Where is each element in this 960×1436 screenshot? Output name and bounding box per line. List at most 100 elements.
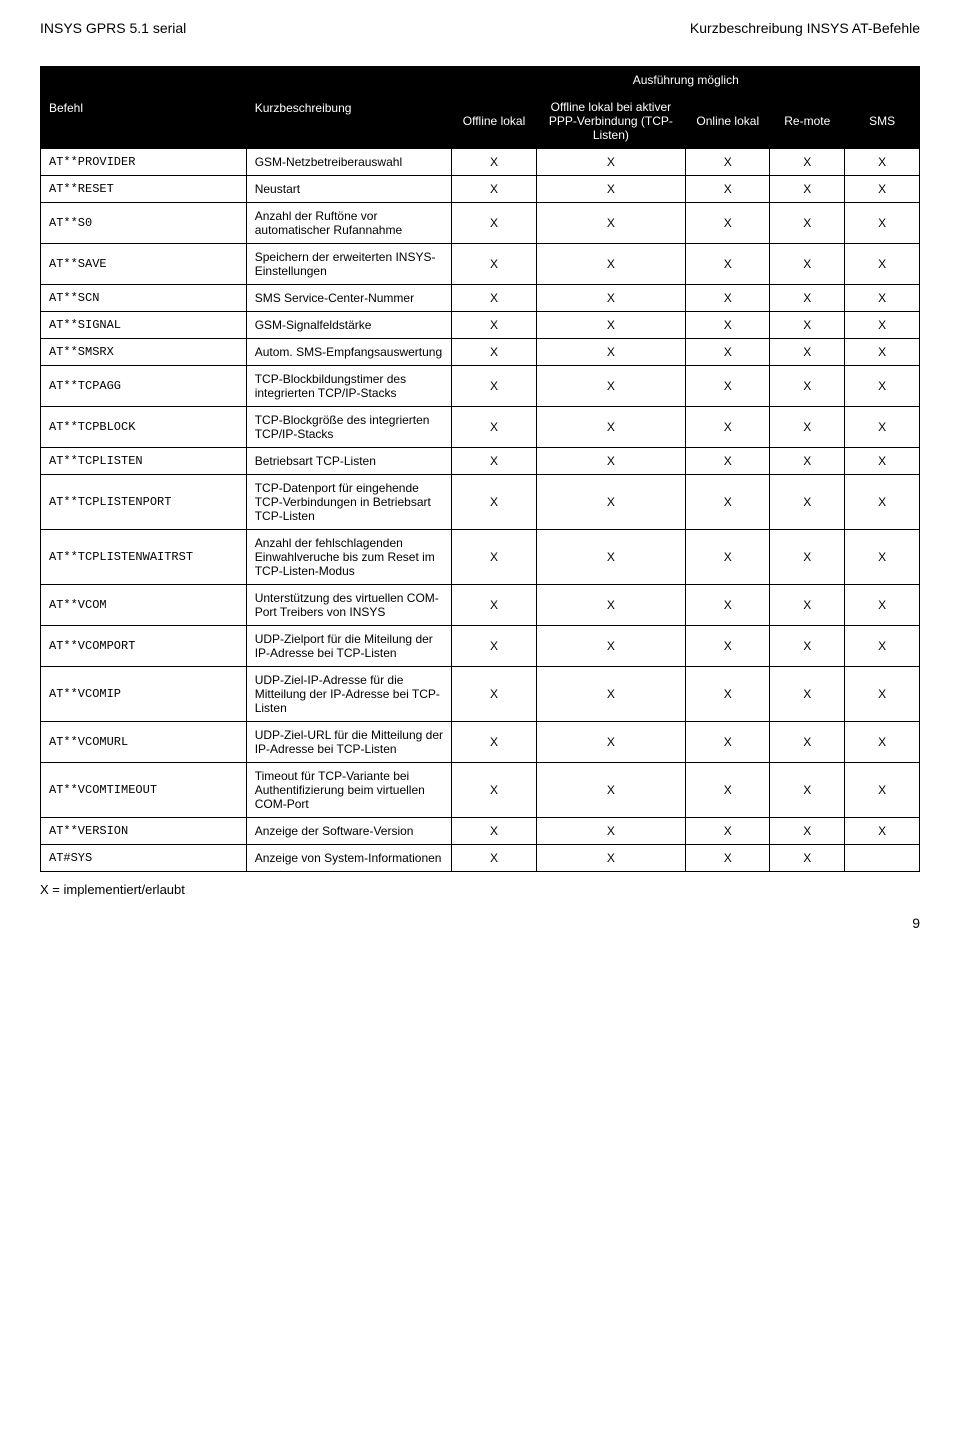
cell-flag: X: [845, 722, 920, 763]
cell-command: AT**VERSION: [41, 818, 247, 845]
table-row: AT**SAVESpeichern der erweiterten INSYS-…: [41, 244, 920, 285]
cell-flag: X: [536, 626, 686, 667]
table-row: AT**VCOMPORTUDP-Zielport für die Miteilu…: [41, 626, 920, 667]
cell-flag: X: [845, 203, 920, 244]
table-row: AT**PROVIDERGSM-NetzbetreiberauswahlXXXX…: [41, 149, 920, 176]
cell-flag: X: [452, 845, 536, 872]
cell-flag: X: [536, 244, 686, 285]
cell-flag: X: [452, 818, 536, 845]
cell-flag: X: [770, 845, 845, 872]
cell-description: Anzahl der fehlschlagenden Einwahlveruch…: [246, 530, 452, 585]
cell-flag: X: [770, 149, 845, 176]
cell-flag: [845, 845, 920, 872]
table-row: AT**SCNSMS Service-Center-NummerXXXXX: [41, 285, 920, 312]
cell-description: GSM-Signalfeldstärke: [246, 312, 452, 339]
cell-command: AT**VCOMTIMEOUT: [41, 763, 247, 818]
th-befehl: Befehl: [41, 67, 247, 149]
table-body: AT**PROVIDERGSM-NetzbetreiberauswahlXXXX…: [41, 149, 920, 872]
cell-flag: X: [536, 845, 686, 872]
cell-flag: X: [536, 366, 686, 407]
cell-flag: X: [770, 818, 845, 845]
cell-flag: X: [770, 530, 845, 585]
cell-flag: X: [452, 585, 536, 626]
cell-flag: X: [452, 667, 536, 722]
cell-flag: X: [770, 722, 845, 763]
table-row: AT**TCPAGGTCP-Blockbildungstimer des int…: [41, 366, 920, 407]
cell-flag: X: [686, 285, 770, 312]
cell-flag: X: [452, 448, 536, 475]
cell-flag: X: [845, 585, 920, 626]
cell-flag: X: [686, 149, 770, 176]
cell-flag: X: [686, 339, 770, 366]
cell-command: AT**RESET: [41, 176, 247, 203]
cell-flag: X: [686, 203, 770, 244]
table-row: AT**VCOMURLUDP-Ziel-URL für die Mitteilu…: [41, 722, 920, 763]
cell-command: AT**VCOM: [41, 585, 247, 626]
cell-flag: X: [770, 585, 845, 626]
cell-flag: X: [536, 818, 686, 845]
cell-flag: X: [770, 203, 845, 244]
cell-flag: X: [845, 448, 920, 475]
cell-flag: X: [452, 176, 536, 203]
cell-flag: X: [536, 285, 686, 312]
cell-command: AT**TCPLISTENPORT: [41, 475, 247, 530]
cell-flag: X: [845, 818, 920, 845]
cell-flag: X: [686, 667, 770, 722]
cell-flag: X: [686, 366, 770, 407]
commands-table: Befehl Kurzbeschreibung Ausführung mögli…: [40, 66, 920, 872]
cell-flag: X: [770, 176, 845, 203]
th-online-lokal: Online lokal: [686, 94, 770, 149]
cell-command: AT**SCN: [41, 285, 247, 312]
table-row: AT**VCOMUnterstützung des virtuellen COM…: [41, 585, 920, 626]
cell-flag: X: [686, 475, 770, 530]
cell-flag: X: [536, 312, 686, 339]
table-row: AT**SMSRXAutom. SMS-EmpfangsauswertungXX…: [41, 339, 920, 366]
cell-command: AT**TCPLISTENWAITRST: [41, 530, 247, 585]
cell-command: AT**SIGNAL: [41, 312, 247, 339]
cell-flag: X: [452, 722, 536, 763]
cell-flag: X: [452, 339, 536, 366]
table-row: AT#SYSAnzeige von System-InformationenXX…: [41, 845, 920, 872]
cell-description: SMS Service-Center-Nummer: [246, 285, 452, 312]
cell-command: AT**SAVE: [41, 244, 247, 285]
cell-command: AT**S0: [41, 203, 247, 244]
cell-flag: X: [686, 585, 770, 626]
cell-flag: X: [452, 530, 536, 585]
cell-flag: X: [686, 763, 770, 818]
cell-command: AT**TCPAGG: [41, 366, 247, 407]
table-row: AT**VCOMIPUDP-Ziel-IP-Adresse für die Mi…: [41, 667, 920, 722]
cell-flag: X: [770, 626, 845, 667]
cell-flag: X: [536, 149, 686, 176]
cell-flag: X: [686, 845, 770, 872]
th-super: Ausführung möglich: [452, 67, 920, 94]
cell-flag: X: [686, 530, 770, 585]
cell-command: AT**SMSRX: [41, 339, 247, 366]
cell-flag: X: [770, 407, 845, 448]
cell-flag: X: [536, 407, 686, 448]
cell-flag: X: [686, 722, 770, 763]
cell-flag: X: [845, 339, 920, 366]
cell-description: Unterstützung des virtuellen COM-Port Tr…: [246, 585, 452, 626]
table-row: AT**VERSIONAnzeige der Software-VersionX…: [41, 818, 920, 845]
cell-command: AT**VCOMURL: [41, 722, 247, 763]
cell-flag: X: [452, 244, 536, 285]
cell-flag: X: [845, 244, 920, 285]
cell-flag: X: [686, 448, 770, 475]
cell-flag: X: [536, 339, 686, 366]
cell-flag: X: [452, 407, 536, 448]
cell-flag: X: [536, 176, 686, 203]
cell-flag: X: [845, 667, 920, 722]
table-head: Befehl Kurzbeschreibung Ausführung mögli…: [41, 67, 920, 149]
cell-flag: X: [770, 339, 845, 366]
cell-flag: X: [770, 312, 845, 339]
cell-flag: X: [770, 475, 845, 530]
table-row: AT**TCPLISTENBetriebsart TCP-ListenXXXXX: [41, 448, 920, 475]
cell-flag: X: [845, 407, 920, 448]
cell-description: Neustart: [246, 176, 452, 203]
cell-description: UDP-Zielport für die Miteilung der IP-Ad…: [246, 626, 452, 667]
cell-flag: X: [845, 763, 920, 818]
cell-description: Betriebsart TCP-Listen: [246, 448, 452, 475]
cell-flag: X: [845, 285, 920, 312]
cell-flag: X: [770, 285, 845, 312]
cell-flag: X: [452, 366, 536, 407]
